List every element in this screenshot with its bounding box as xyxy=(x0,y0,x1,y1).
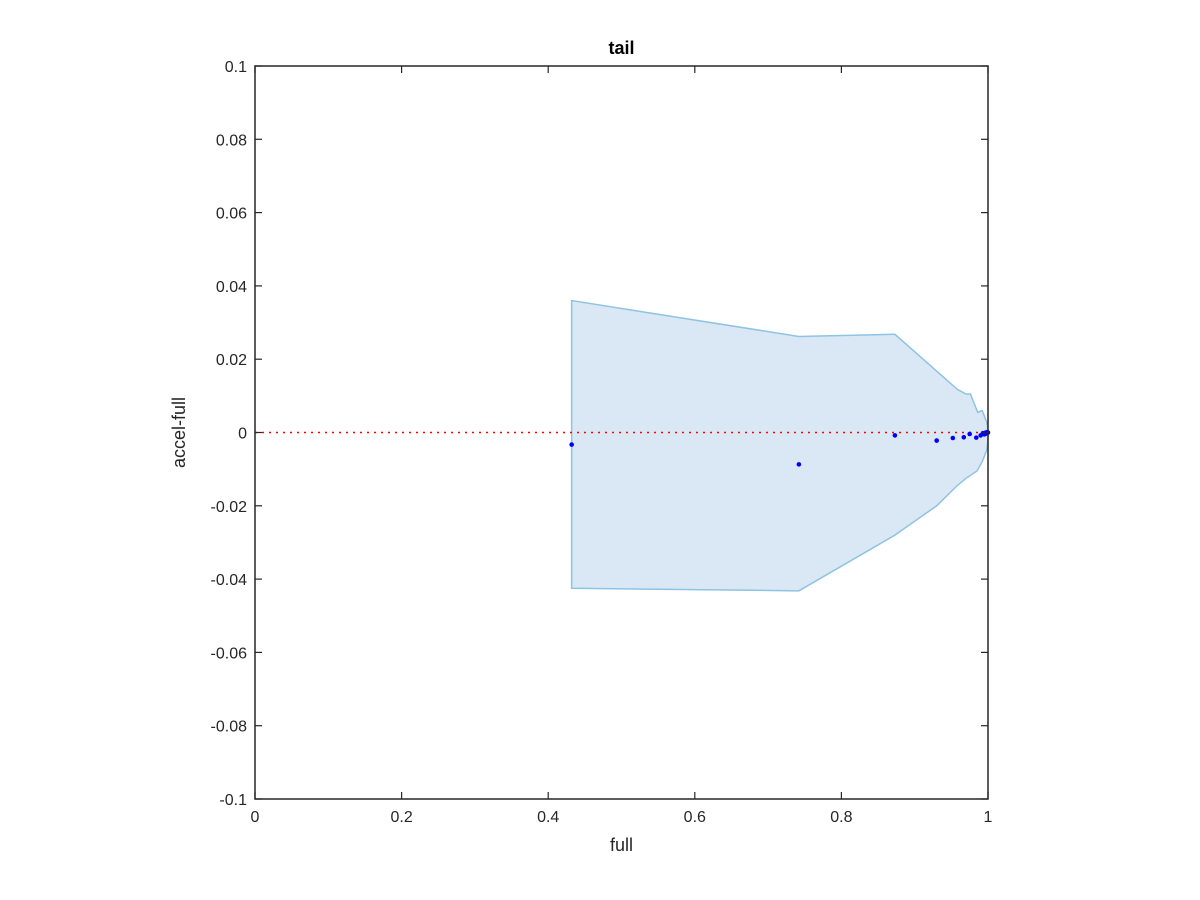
y-tick-label: 0.04 xyxy=(216,279,247,296)
y-tick-label: -0.08 xyxy=(211,719,248,736)
y-tick-label: -0.02 xyxy=(211,499,248,516)
y-tick-label: -0.06 xyxy=(211,645,248,662)
x-tick-label: 1 xyxy=(984,809,993,826)
x-tick-label: 0.4 xyxy=(537,809,559,826)
chart-title: tail xyxy=(608,38,634,58)
x-axis-label: full xyxy=(610,835,633,855)
x-tick-label: 0 xyxy=(251,809,260,826)
y-tick-label: 0.1 xyxy=(225,59,247,76)
y-tick-label: -0.1 xyxy=(219,792,247,809)
data-point xyxy=(796,462,802,467)
y-tick-label: 0.08 xyxy=(216,132,247,149)
y-ticks: -0.1 -0.08 -0.06 -0.04 -0.02 0 0.02 0.04 0.06 0.0… xyxy=(211,59,988,809)
y-axis-label: accel-full xyxy=(169,397,189,468)
x-tick-label: 0.6 xyxy=(684,809,706,826)
y-tick-label: 0.06 xyxy=(216,206,247,223)
y-tick-label: -0.04 xyxy=(211,572,248,589)
x-tick-label: 0.2 xyxy=(390,809,412,826)
data-point xyxy=(973,435,979,440)
y-tick-label: 0 xyxy=(238,426,247,443)
x-tick-label: 0.8 xyxy=(830,809,852,826)
data-point xyxy=(892,433,898,438)
data-point xyxy=(950,435,956,441)
x-ticks: 0 0.2 0.4 0.6 0.8 1 xyxy=(251,66,993,826)
y-tick-label: 0.02 xyxy=(216,352,247,369)
data-point xyxy=(961,434,967,440)
data-point xyxy=(967,431,972,437)
data-point xyxy=(934,438,939,443)
data-point xyxy=(569,442,574,447)
